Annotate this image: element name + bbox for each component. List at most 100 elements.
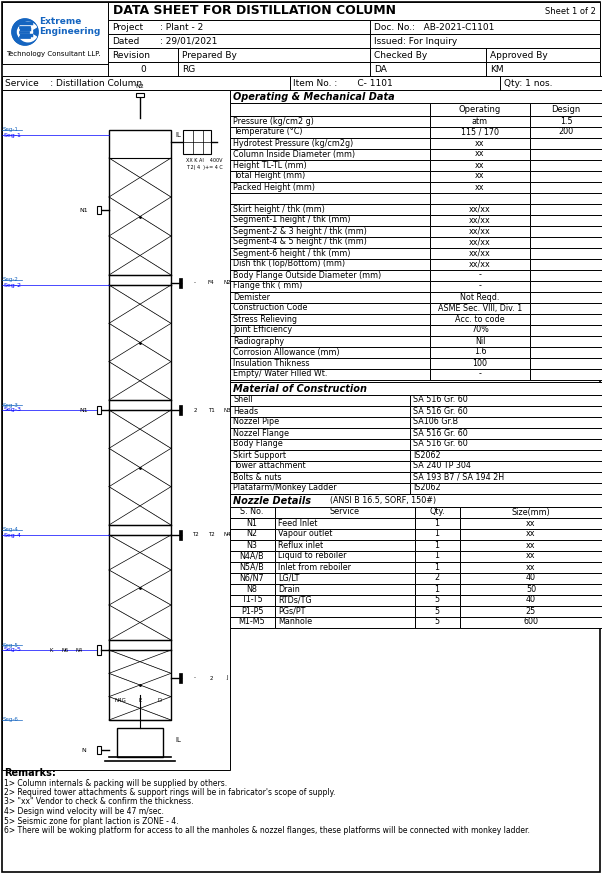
Ellipse shape	[204, 406, 218, 414]
Text: Seg-1: Seg-1	[4, 133, 22, 137]
Text: Seg-5: Seg-5	[4, 648, 22, 653]
Bar	[230, 450, 410, 461]
Text: Platafarm/Monkey Ladder: Platafarm/Monkey Ladder	[233, 483, 337, 493]
Bar	[430, 171, 530, 182]
Bar	[136, 93, 144, 97]
Text: xx: xx	[526, 563, 536, 572]
Bar	[230, 369, 430, 380]
Ellipse shape	[75, 205, 93, 214]
Bar	[275, 518, 415, 529]
Bar	[530, 358, 602, 369]
Bar	[230, 314, 430, 325]
Text: N4: N4	[75, 648, 82, 653]
Text: IL: IL	[175, 737, 181, 743]
Bar	[230, 472, 410, 483]
Text: N4: N4	[223, 532, 231, 538]
Text: 1: 1	[435, 551, 439, 560]
Text: IL: IL	[175, 132, 181, 138]
Text: Segment-1 height / thk (mm): Segment-1 height / thk (mm)	[233, 216, 350, 225]
Bar	[410, 450, 602, 461]
Text: Item No. :       C- 1101: Item No. : C- 1101	[293, 79, 393, 87]
Text: Sheet 1 of 2: Sheet 1 of 2	[545, 6, 596, 16]
Text: N8: N8	[247, 585, 258, 593]
Text: ASME Sec. VIII, Div. 1: ASME Sec. VIII, Div. 1	[438, 303, 522, 313]
Text: Hydrotest Pressure (kg/cm2g): Hydrotest Pressure (kg/cm2g)	[233, 138, 353, 148]
Text: 1.6: 1.6	[474, 348, 486, 357]
Bar	[108, 2, 600, 20]
Text: N1: N1	[247, 518, 258, 528]
Text: : Plant - 2: : Plant - 2	[160, 23, 203, 31]
Bar	[460, 573, 602, 584]
Bar	[460, 617, 602, 628]
Bar	[230, 494, 602, 507]
Bar	[230, 204, 430, 215]
Text: IS2062: IS2062	[413, 450, 441, 460]
Text: F4: F4	[208, 281, 214, 286]
Text: Prepared By: Prepared By	[182, 51, 237, 59]
Bar	[230, 149, 430, 160]
Text: DATA SHEET FOR DISTILLATION COLUMN: DATA SHEET FOR DISTILLATION COLUMN	[113, 4, 396, 17]
Bar	[230, 325, 430, 336]
Text: SA 516 Gr. 60: SA 516 Gr. 60	[413, 396, 468, 405]
Text: P1-P5: P1-P5	[241, 607, 263, 615]
Text: Seg-4: Seg-4	[4, 532, 22, 538]
Bar	[530, 259, 602, 270]
Text: Tower attachment: Tower attachment	[233, 461, 306, 470]
Bar	[275, 584, 415, 595]
Text: xx: xx	[475, 138, 485, 148]
Text: 100: 100	[473, 358, 488, 367]
Bar	[530, 149, 602, 160]
Text: xx: xx	[475, 171, 485, 181]
Text: xx: xx	[526, 530, 536, 538]
Bar	[230, 617, 275, 628]
Text: 1: 1	[435, 518, 439, 528]
Ellipse shape	[204, 279, 218, 288]
Text: N6/N7: N6/N7	[240, 573, 264, 582]
Text: -: -	[479, 270, 482, 280]
Bar	[530, 193, 602, 204]
Bar	[230, 116, 430, 127]
Bar	[179, 673, 182, 683]
Text: 5> Seismic zone for plant laction is ZONE - 4.: 5> Seismic zone for plant laction is ZON…	[4, 816, 179, 826]
Bar	[530, 336, 602, 347]
Text: N1: N1	[79, 407, 88, 413]
Bar	[530, 103, 602, 116]
Text: Seg-2: Seg-2	[4, 282, 22, 288]
Bar	[415, 584, 460, 595]
Bar	[430, 103, 530, 116]
Ellipse shape	[75, 406, 93, 414]
Text: Project: Project	[112, 23, 143, 31]
Bar	[430, 347, 530, 358]
Bar	[230, 382, 602, 395]
Text: Feed Inlet: Feed Inlet	[278, 518, 317, 528]
Text: Not Reqd.: Not Reqd.	[461, 293, 500, 302]
Text: Technology Consultant LLP.: Technology Consultant LLP.	[6, 51, 101, 57]
Bar	[530, 237, 602, 248]
Text: T1: T1	[208, 407, 214, 413]
Bar	[430, 270, 530, 281]
Bar	[530, 314, 602, 325]
Bar	[415, 540, 460, 551]
Bar	[460, 540, 602, 551]
Text: Remarks:: Remarks:	[4, 768, 56, 778]
Text: Qty.: Qty.	[429, 508, 445, 517]
Text: XX K Al    400V: XX K Al 400V	[186, 157, 223, 163]
Bar	[530, 292, 602, 303]
Bar	[230, 584, 275, 595]
Ellipse shape	[73, 646, 85, 655]
Bar	[230, 160, 430, 171]
Text: Size(mm): Size(mm)	[512, 508, 550, 517]
Text: Manhole: Manhole	[278, 618, 312, 627]
Text: Packed Height (mm): Packed Height (mm)	[233, 183, 315, 191]
Text: Design: Design	[551, 105, 580, 114]
Ellipse shape	[188, 531, 202, 539]
Bar	[230, 428, 410, 439]
Bar	[230, 193, 430, 204]
Bar	[460, 562, 602, 573]
Text: 3> "xx" Vendor to check & confirm the thickness.: 3> "xx" Vendor to check & confirm the th…	[4, 797, 193, 807]
Bar	[410, 439, 602, 450]
Text: T2: T2	[208, 532, 214, 538]
Text: IS2062: IS2062	[413, 483, 441, 493]
Text: Seg-2: Seg-2	[3, 278, 19, 282]
Bar	[430, 237, 530, 248]
